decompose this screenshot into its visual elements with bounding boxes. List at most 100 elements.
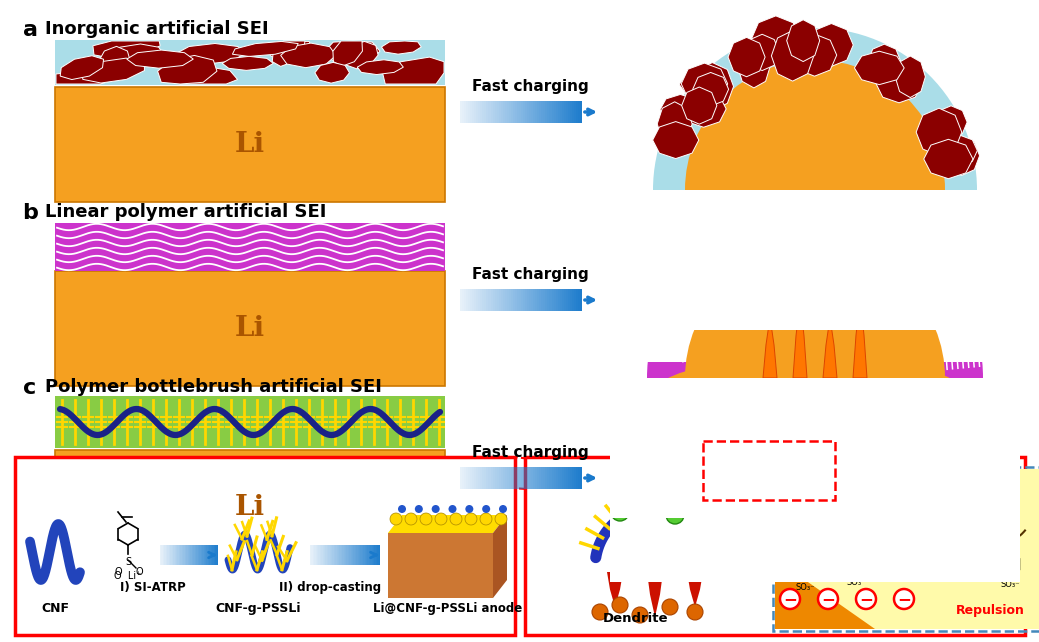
Polygon shape: [527, 289, 529, 311]
Polygon shape: [376, 545, 377, 565]
Polygon shape: [492, 515, 507, 598]
Polygon shape: [578, 101, 580, 123]
Polygon shape: [523, 289, 525, 311]
Polygon shape: [164, 545, 166, 565]
Polygon shape: [348, 545, 349, 565]
Text: O: O: [135, 567, 142, 577]
Polygon shape: [462, 289, 464, 311]
Polygon shape: [552, 467, 554, 489]
Polygon shape: [935, 106, 967, 139]
Circle shape: [798, 367, 1008, 577]
Text: Li⁺ ions: Li⁺ ions: [614, 479, 666, 492]
Polygon shape: [369, 545, 370, 565]
Polygon shape: [564, 101, 565, 123]
Polygon shape: [357, 60, 403, 74]
Polygon shape: [523, 101, 525, 123]
Polygon shape: [535, 467, 537, 489]
Polygon shape: [823, 318, 837, 378]
Polygon shape: [539, 467, 541, 489]
Polygon shape: [82, 58, 144, 83]
Polygon shape: [548, 289, 550, 311]
Polygon shape: [324, 545, 325, 565]
Polygon shape: [576, 101, 578, 123]
Polygon shape: [488, 289, 490, 311]
Text: Li@CNF-g-PSSLi anode: Li@CNF-g-PSSLi anode: [373, 602, 523, 615]
Polygon shape: [518, 289, 521, 311]
Text: Polymer bottlebrush artificial SEI: Polymer bottlebrush artificial SEI: [45, 378, 382, 396]
Polygon shape: [484, 289, 486, 311]
Circle shape: [612, 597, 628, 613]
Polygon shape: [183, 545, 185, 565]
Polygon shape: [682, 91, 726, 127]
Circle shape: [611, 503, 629, 521]
Polygon shape: [535, 101, 537, 123]
Circle shape: [856, 589, 876, 609]
Polygon shape: [652, 121, 699, 159]
Circle shape: [499, 505, 507, 513]
Polygon shape: [480, 467, 482, 489]
Polygon shape: [495, 101, 497, 123]
Polygon shape: [480, 101, 482, 123]
Text: SO₃⁻: SO₃⁻: [1001, 580, 1019, 589]
Polygon shape: [497, 289, 499, 311]
Polygon shape: [317, 545, 318, 565]
Polygon shape: [310, 545, 312, 565]
Polygon shape: [537, 101, 539, 123]
Polygon shape: [482, 289, 484, 311]
Polygon shape: [163, 545, 164, 565]
Polygon shape: [868, 44, 901, 78]
Polygon shape: [548, 101, 550, 123]
Polygon shape: [488, 101, 490, 123]
Polygon shape: [515, 289, 517, 311]
Polygon shape: [207, 545, 208, 565]
Polygon shape: [501, 289, 503, 311]
Circle shape: [390, 513, 402, 525]
Polygon shape: [343, 42, 378, 69]
Circle shape: [652, 28, 977, 352]
Polygon shape: [513, 289, 515, 311]
Polygon shape: [167, 545, 168, 565]
Polygon shape: [896, 56, 926, 98]
Polygon shape: [517, 467, 518, 489]
Polygon shape: [476, 101, 478, 123]
Polygon shape: [209, 545, 211, 565]
Polygon shape: [281, 43, 336, 67]
Polygon shape: [486, 101, 488, 123]
Polygon shape: [525, 101, 527, 123]
Polygon shape: [569, 101, 571, 123]
Polygon shape: [332, 545, 334, 565]
Circle shape: [780, 589, 800, 609]
Polygon shape: [509, 467, 511, 489]
Polygon shape: [216, 545, 218, 565]
Polygon shape: [490, 289, 492, 311]
Circle shape: [666, 506, 684, 524]
Polygon shape: [548, 467, 550, 489]
Polygon shape: [464, 101, 467, 123]
Polygon shape: [334, 545, 336, 565]
Polygon shape: [344, 545, 345, 565]
Polygon shape: [554, 467, 556, 489]
Polygon shape: [460, 289, 462, 311]
Polygon shape: [554, 101, 556, 123]
Polygon shape: [170, 545, 171, 565]
Polygon shape: [372, 545, 373, 565]
Polygon shape: [208, 545, 209, 565]
Polygon shape: [647, 572, 663, 617]
Polygon shape: [186, 545, 188, 565]
Polygon shape: [539, 101, 541, 123]
Polygon shape: [569, 467, 571, 489]
Polygon shape: [564, 467, 565, 489]
Text: SO₃⁻: SO₃⁻: [949, 570, 968, 579]
Polygon shape: [567, 467, 569, 489]
Polygon shape: [787, 20, 820, 62]
Polygon shape: [943, 135, 978, 166]
Polygon shape: [509, 289, 511, 311]
Polygon shape: [525, 457, 1025, 635]
Polygon shape: [199, 545, 201, 565]
Polygon shape: [571, 101, 574, 123]
Polygon shape: [495, 467, 497, 489]
Polygon shape: [341, 545, 342, 565]
Polygon shape: [196, 545, 197, 565]
Polygon shape: [328, 545, 329, 565]
Polygon shape: [501, 467, 503, 489]
